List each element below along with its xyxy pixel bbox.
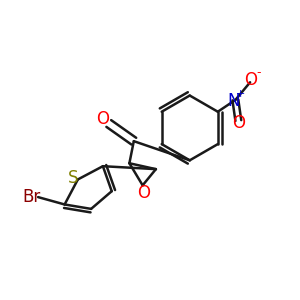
Text: O: O (138, 184, 151, 202)
Text: O: O (96, 110, 110, 128)
Text: +: + (236, 89, 245, 99)
Text: O: O (232, 115, 245, 133)
Text: N: N (228, 92, 240, 110)
Text: O: O (244, 71, 257, 89)
Text: -: - (256, 66, 261, 79)
Text: Br: Br (22, 188, 41, 206)
Text: S: S (68, 169, 78, 187)
